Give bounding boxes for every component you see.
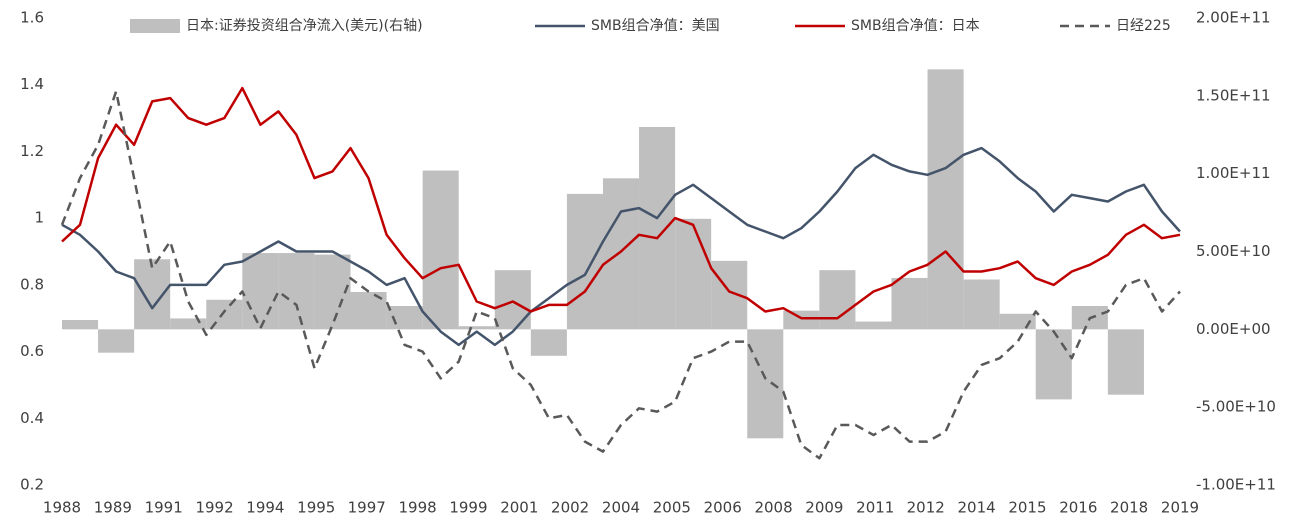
- x-tick-label: 2012: [907, 499, 945, 517]
- legend-label: SMB组合净值：日本: [851, 18, 980, 34]
- x-tick-label: 2001: [500, 499, 538, 517]
- y2-tick-label: -1.00E+11: [1196, 476, 1276, 494]
- bar: [783, 310, 820, 330]
- x-tick-label: 2005: [653, 499, 691, 517]
- legend-label: 日本:证券投资组合净流入(美元)(右轴): [186, 18, 423, 34]
- y-tick-label: 1: [34, 209, 44, 227]
- bar: [675, 218, 712, 330]
- bar: [602, 178, 640, 330]
- y-tick-label: 0.4: [20, 409, 44, 427]
- line-series: [61, 86, 1181, 320]
- bar: [566, 193, 603, 330]
- y-tick-label: 0.2: [20, 476, 44, 494]
- x-tick-label: 1989: [94, 499, 132, 517]
- bar: [242, 253, 279, 330]
- bar: [422, 170, 459, 330]
- legend-label: SMB组合净值：美国: [591, 18, 720, 34]
- x-tick-label: 2016: [1059, 499, 1097, 517]
- bar: [891, 277, 928, 330]
- bar: [278, 253, 315, 330]
- x-tick-label: 2002: [551, 499, 589, 517]
- bar: [639, 126, 676, 330]
- bar: [458, 326, 495, 330]
- x-tick-label: 1995: [297, 499, 335, 517]
- bar: [963, 279, 1000, 330]
- x-tick-label: 2019: [1161, 499, 1199, 517]
- y2-tick-label: -5.00E+10: [1196, 398, 1276, 416]
- x-tick-label: 1997: [348, 499, 386, 517]
- x-tick-label: 1988: [43, 499, 81, 517]
- y2-tick-label: 1.50E+11: [1196, 86, 1271, 104]
- x-tick-label: 2009: [805, 499, 843, 517]
- bar: [98, 329, 135, 353]
- x-tick-label: 2015: [1008, 499, 1046, 517]
- x-tick-label: 1992: [195, 499, 233, 517]
- line-series: [60, 90, 1181, 460]
- bar: [927, 69, 964, 330]
- y2-tick-label: 5.00E+10: [1196, 242, 1271, 260]
- bar: [855, 321, 892, 330]
- y-tick-label: 0.6: [20, 342, 44, 360]
- y-tick-label: 1.4: [20, 75, 44, 93]
- bar: [62, 319, 99, 330]
- legend: 日本:证券投资组合净流入(美元)(右轴) SMB组合净值：美国 SMB组合净值：日本…: [130, 18, 1171, 34]
- x-tick-label: 2008: [754, 499, 792, 517]
- y2-tick-label: 2.00E+11: [1196, 9, 1271, 27]
- x-tick-label: 2018: [1110, 499, 1148, 517]
- x-tick-label: 1999: [449, 499, 487, 517]
- line-series: [61, 146, 1181, 347]
- legend-label: 日经225: [1116, 18, 1171, 34]
- bar: [134, 259, 171, 330]
- y-tick-label: 1.6: [20, 9, 44, 27]
- legend-swatch: [130, 19, 180, 33]
- x-tick-label: 2004: [602, 499, 640, 517]
- bar: [819, 270, 856, 330]
- bar: [747, 329, 784, 439]
- y2-tick-label: 0.00E+00: [1196, 320, 1271, 338]
- y2-tick-label: 1.00E+11: [1196, 164, 1271, 182]
- x-tick-label: 1991: [145, 499, 183, 517]
- y-tick-label: 0.8: [20, 275, 44, 293]
- bar: [494, 270, 531, 330]
- bar: [530, 329, 567, 356]
- x-tick-label: 1994: [246, 499, 284, 517]
- x-tick-label: 2014: [958, 499, 996, 517]
- x-tick-label: 1998: [399, 499, 437, 517]
- x-tick-label: 2006: [704, 499, 742, 517]
- y-tick-label: 1.2: [20, 142, 44, 160]
- bar: [1107, 329, 1144, 395]
- x-tick-label: 2011: [856, 499, 894, 517]
- bar: [170, 318, 207, 330]
- bar: [206, 299, 243, 330]
- bar: [1035, 329, 1072, 400]
